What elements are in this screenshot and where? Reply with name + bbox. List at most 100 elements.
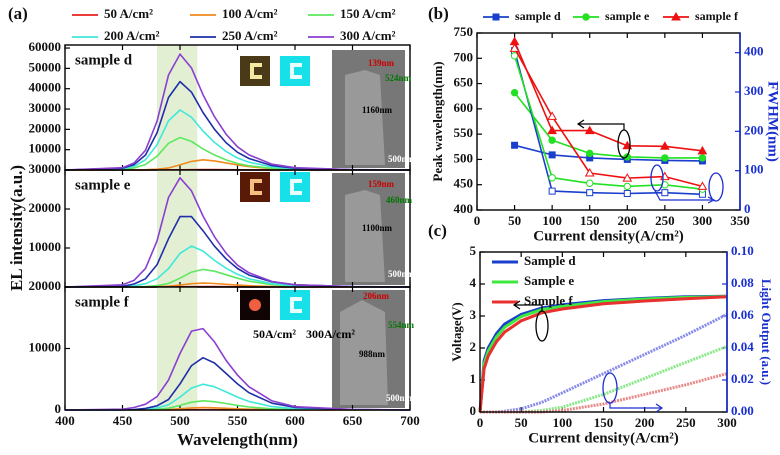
series-line [513, 55, 703, 190]
y-tick-label: 1 [470, 371, 477, 386]
marker [547, 125, 558, 135]
marker [698, 154, 707, 162]
annotation: 300A/cm² [306, 327, 355, 341]
series-line [478, 295, 728, 413]
y-tick-label: 400 [454, 201, 474, 216]
legend-label: Sample f [524, 293, 573, 308]
annotation: 988nm [359, 349, 386, 359]
sem-shape [340, 300, 388, 405]
plot-frame [64, 286, 411, 411]
y-axis-label: Peak wavelength(nm) [430, 61, 445, 181]
x-tick-label: 0 [474, 213, 481, 228]
y-tick-label: 10000 [29, 239, 62, 254]
sem-shape [345, 70, 385, 165]
y2-tick-label: 200 [744, 122, 764, 137]
y-tick-label: 2 [470, 339, 477, 354]
marker [661, 189, 669, 197]
y-tick-label: 20000 [29, 200, 62, 215]
x-tick-label: 550 [228, 413, 248, 428]
x-tick-label: 50 [508, 213, 521, 228]
marker [548, 187, 556, 195]
guide-ellipse [708, 172, 724, 202]
series-line [480, 313, 728, 414]
marker [659, 141, 670, 150]
x-axis-label: Wavelength(nm) [177, 430, 298, 449]
y-tick-label: 750 [454, 24, 474, 39]
annotation: 554nm [388, 320, 415, 330]
inset-photo [280, 172, 310, 202]
y-tick-label: 20000 [29, 278, 62, 293]
x-tick-label: 700 [400, 413, 420, 428]
legend-label: sample e [605, 9, 650, 23]
marker [510, 52, 519, 60]
series-line [65, 356, 411, 411]
legend-label: 250 A/cm² [222, 28, 278, 43]
y-tick-label: 500 [454, 150, 474, 165]
x-tick-label: 150 [594, 415, 614, 430]
y-tick-label: 450 [454, 176, 474, 191]
guide-arrow [609, 403, 664, 413]
annotation: 1100nm [362, 223, 393, 233]
x-tick-label: 500 [170, 413, 190, 428]
y-tick-label: 650 [454, 75, 474, 90]
guide-arrow [654, 190, 712, 201]
y-tick-label: 40000 [29, 80, 62, 95]
series-line [478, 295, 728, 413]
y-tick-label: 10000 [29, 141, 62, 156]
y-tick-label: 60000 [29, 39, 62, 54]
marker [661, 154, 669, 162]
y2-tick-label: 0.08 [731, 275, 754, 290]
x-tick-label: 250 [676, 415, 696, 430]
y-tick-label: 600 [454, 100, 474, 115]
annotation: 159nm [368, 179, 395, 189]
marker [623, 153, 631, 161]
legend-label: sample d [515, 9, 561, 23]
sample-label: sample f [75, 294, 130, 310]
series-line [64, 245, 411, 288]
x-tick-label: 300 [717, 415, 737, 430]
glow [290, 63, 302, 79]
y2-tick-label: 0.02 [731, 371, 754, 386]
y-tick-label: 0 [470, 403, 477, 418]
x-tick-label: 250 [655, 213, 675, 228]
annotation: 460nm [386, 195, 413, 205]
x-tick-label: 200 [618, 213, 638, 228]
y-tick-label: 550 [454, 125, 474, 140]
y-tick-label: 30000 [29, 161, 62, 176]
x-tick-label: 350 [730, 213, 750, 228]
y-tick-label: 700 [454, 49, 474, 64]
y2-tick-label: 0.04 [731, 339, 754, 354]
y-tick-label: 20000 [29, 120, 62, 135]
x-tick-label: 650 [343, 413, 363, 428]
marker [622, 173, 633, 182]
annotation: 139nm [368, 58, 395, 68]
panel-label: (a) [8, 4, 28, 23]
legend-label: 300 A/cm² [340, 28, 396, 43]
series-line [64, 80, 411, 171]
y2-tick-label: 400 [744, 44, 764, 59]
marker [548, 151, 556, 159]
y2-tick-label: 0.00 [731, 403, 754, 418]
y-axis-label: EL intensity(a.u.) [7, 165, 26, 291]
marker [548, 136, 556, 144]
panel-label: (c) [428, 221, 447, 240]
marker [586, 179, 594, 187]
x-tick-label: 100 [542, 213, 562, 228]
y2-tick-label: 0 [744, 201, 751, 216]
y-tick-label: 5 [470, 243, 477, 258]
y-tick-label: 10000 [29, 339, 62, 354]
guide-ellipse [535, 310, 549, 342]
legend-label: Sample d [524, 253, 576, 268]
inset-photo [280, 290, 310, 320]
marker [623, 189, 631, 197]
y2-tick-label: 0.10 [731, 243, 754, 258]
inset-photo [240, 56, 270, 86]
y2-axis-label: FWHM(nm) [765, 81, 780, 162]
annotation: 206nm [363, 291, 390, 301]
guide-ellipse [602, 372, 618, 404]
inset-photo [240, 172, 270, 202]
series-line [64, 136, 411, 171]
x-tick-label: 150 [580, 213, 600, 228]
x-tick-label: 50 [515, 415, 528, 430]
annotation: 500nm [388, 269, 415, 279]
